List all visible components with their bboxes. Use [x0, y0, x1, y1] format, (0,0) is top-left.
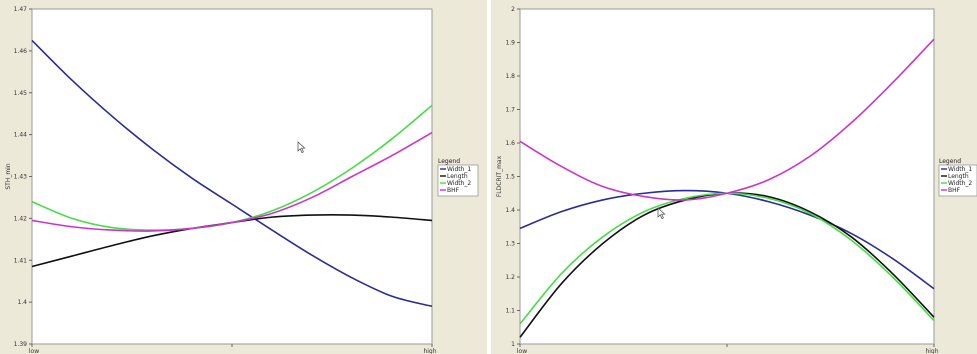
y-tick-label: 2 [511, 6, 515, 13]
y-tick-label: 1.46 [14, 48, 28, 55]
legend-entry: Width_1 [948, 166, 972, 173]
y-tick-label: 1.4 [17, 299, 27, 306]
y-tick-label: 1.5 [505, 174, 515, 181]
legend-entry: Width_2 [447, 180, 471, 187]
y-tick-label: 1.43 [14, 174, 28, 181]
legend-entry: Width_1 [447, 166, 471, 173]
y-axis-title: STH_min [5, 163, 12, 189]
y-axis-title: FLDCRIT_max [496, 155, 503, 197]
chart-left: 1.39 1.4 1.41 1.42 1.43 1.44 1.45 1.46 1.47 low hi… [5, 6, 479, 354]
y-tick-label: 1.1 [505, 308, 515, 315]
chart-panel-right: 1 1.1 1.2 1.3 1.4 1.5 1.6 1.7 1.8 1.9 2 low high FLDC… [491, 0, 977, 354]
y-tick-label: 1.47 [14, 6, 28, 13]
x-tick-label-low: low [29, 348, 39, 354]
legend-entry: BHF [447, 187, 460, 194]
legend-title: Legend [438, 158, 460, 165]
y-tick-label: 1 [511, 341, 515, 348]
legend-entry: Width_2 [948, 180, 972, 187]
series-line-bhf [519, 38, 935, 201]
plot-area [31, 8, 433, 345]
legend-box [437, 164, 479, 197]
y-tick-label: 1.3 [505, 241, 515, 248]
y-tick-label: 1.44 [14, 132, 28, 139]
y-tick-label: 1.4 [505, 207, 515, 214]
y-tick-label: 1.42 [14, 215, 28, 222]
y-tick-label: 1.9 [505, 40, 515, 47]
y-tick-label: 1.39 [14, 341, 28, 348]
series-line-bhf [31, 131, 433, 232]
y-tick-label: 1.45 [14, 90, 28, 97]
legend-entry: BHF [948, 187, 961, 194]
y-tick-label: 1.8 [505, 73, 515, 80]
series-line-width-1 [31, 39, 433, 308]
plot-area [519, 8, 935, 345]
legend-entry: Length [447, 173, 468, 180]
panel-divider [487, 0, 491, 354]
legend-box [938, 164, 977, 197]
mouse-cursor-icon [657, 207, 666, 220]
y-tick-label: 1.6 [505, 140, 515, 147]
y-tick-label: 1.2 [505, 274, 515, 281]
y-tick-label: 1.41 [14, 257, 28, 264]
legend-entry: Length [948, 173, 969, 180]
x-tick-label-high: high [925, 348, 938, 354]
x-tick-label-low: low [517, 348, 527, 354]
mouse-cursor-icon [297, 141, 306, 154]
legend-title: Legend [939, 158, 961, 165]
y-tick-label: 1.7 [505, 107, 515, 114]
x-tick-label-high: high [423, 348, 436, 354]
chart-panel-left: 1.39 1.4 1.41 1.42 1.43 1.44 1.45 1.46 1.47 low hi… [0, 0, 487, 354]
chart-right: 1 1.1 1.2 1.3 1.4 1.5 1.6 1.7 1.8 1.9 2 low high FLDC… [496, 6, 977, 354]
